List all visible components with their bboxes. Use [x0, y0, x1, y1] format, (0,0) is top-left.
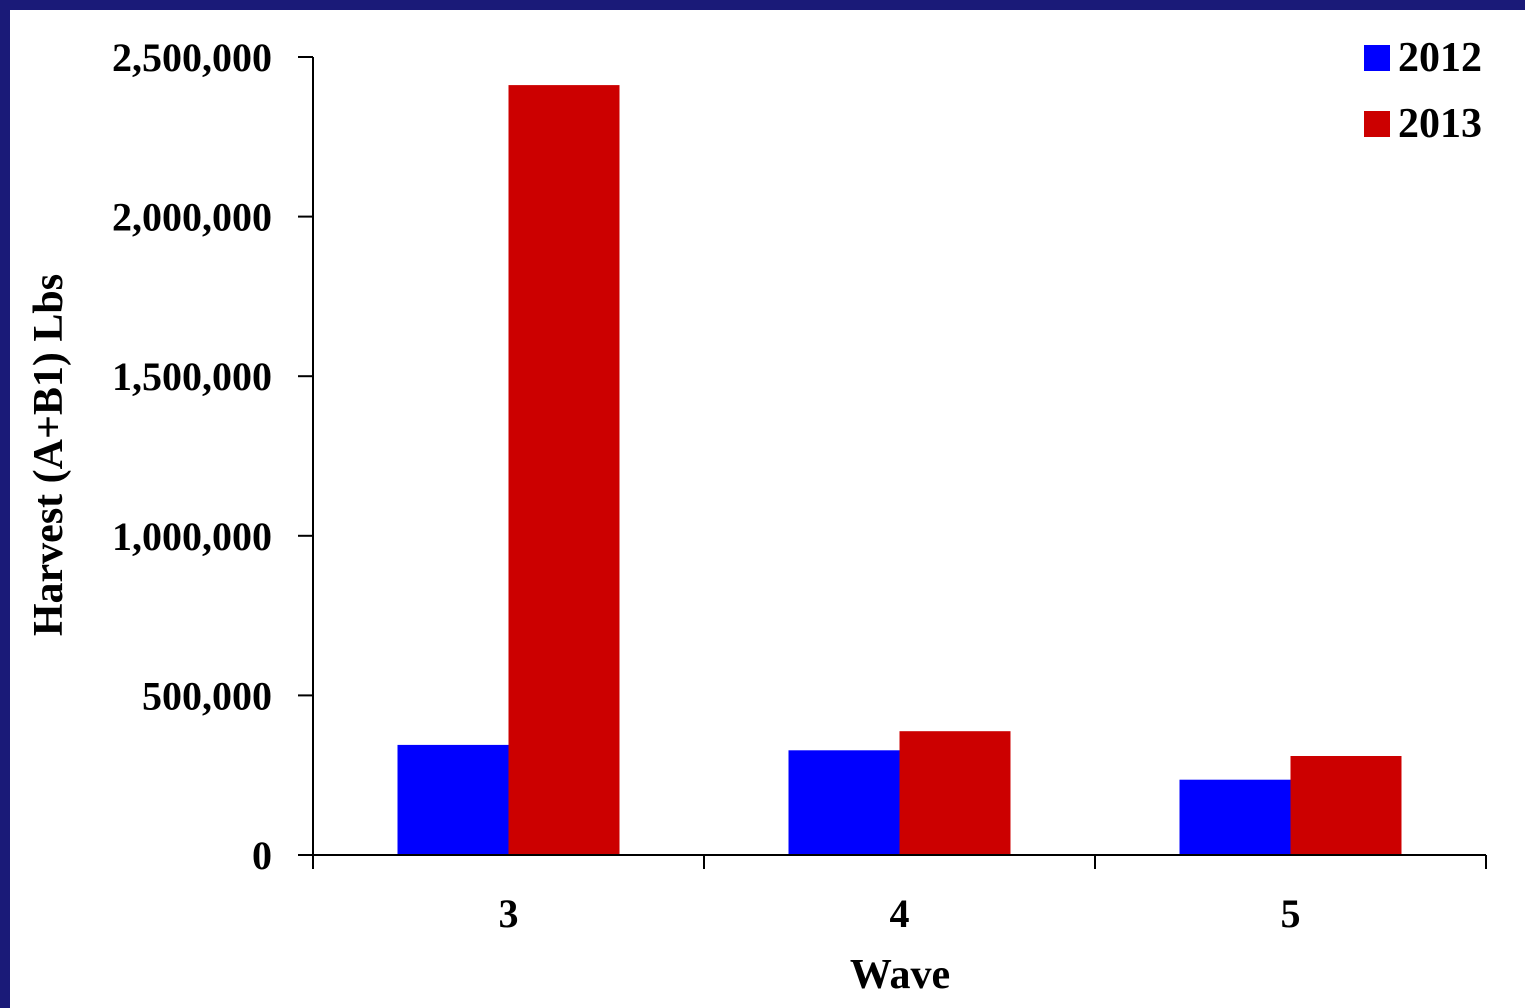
y-tick-label: 1,500,000	[112, 354, 272, 399]
y-tick-label: 500,000	[142, 673, 272, 718]
bar-2012-wave-3	[397, 744, 509, 855]
legend-label-2013: 2013	[1398, 101, 1482, 147]
bar-2012-wave-4	[788, 750, 900, 855]
legend-swatch-2013	[1364, 111, 1390, 137]
axes-group	[312, 57, 1486, 856]
legend-label-2012: 2012	[1398, 35, 1482, 81]
x-tick-label: 3	[499, 891, 519, 936]
x-tick-label: 5	[1281, 891, 1301, 936]
y-tick-label: 0	[252, 833, 272, 878]
y-tick-label: 1,000,000	[112, 514, 272, 559]
bar-2013-wave-5	[1290, 756, 1402, 855]
y-ticks-group: 0 500,000 1,000,000 1,500,000 2,000,000 2,500…	[112, 35, 313, 878]
bars-group	[397, 85, 1402, 856]
bar-2013-wave-3	[508, 85, 620, 856]
y-tick-label: 2,500,000	[112, 35, 272, 80]
x-tick-label: 4	[890, 891, 910, 936]
x-axis-title: Wave	[850, 952, 950, 998]
x-ticks-group: 3 4 5	[312, 855, 1487, 936]
y-axis-title: Harvest (A+B1) Lbs	[26, 274, 72, 636]
bar-2012-wave-5	[1179, 779, 1291, 855]
legend-swatch-2012	[1364, 45, 1390, 71]
legend: 2012 2013	[1364, 35, 1482, 147]
y-tick-label: 2,000,000	[112, 195, 272, 240]
bar-2013-wave-4	[899, 731, 1011, 855]
